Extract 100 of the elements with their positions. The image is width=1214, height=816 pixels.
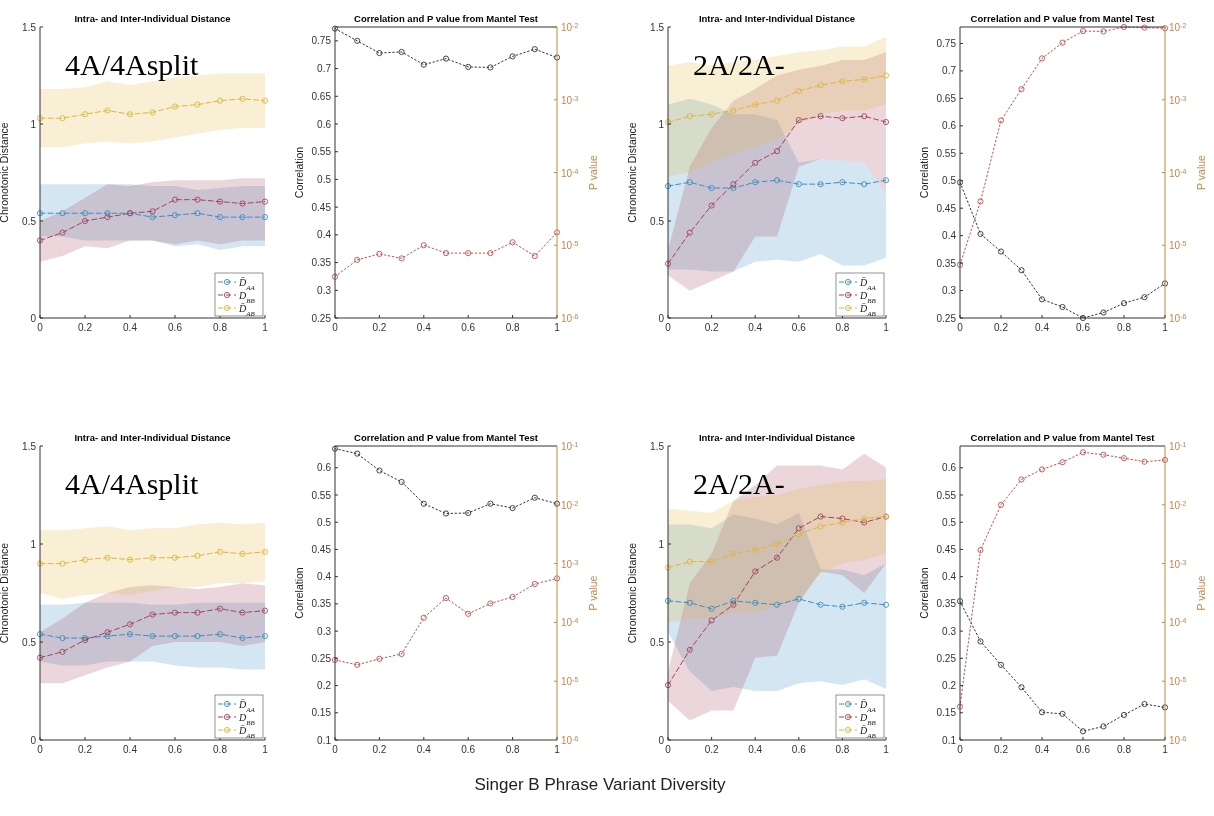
x-tick-label: 0.8 bbox=[1117, 744, 1132, 755]
y2-tick-label: 10$^{-3}$ bbox=[1169, 558, 1187, 570]
y2-tick-label: 10$^{-2}$ bbox=[1169, 21, 1187, 33]
y-tick-label: 0.3 bbox=[942, 285, 957, 297]
x-tick-label: 0.8 bbox=[835, 322, 850, 333]
x-tick-label: 0.8 bbox=[505, 744, 520, 755]
x-tick-label: 1 bbox=[262, 744, 269, 755]
x-tick-label: 0.4 bbox=[123, 744, 138, 755]
y-tick-label: 0.25 bbox=[311, 312, 332, 324]
x-tick-label: 0.2 bbox=[994, 744, 1009, 755]
y-tick-label: 0.15 bbox=[311, 707, 332, 719]
legend-label: D̄$_{AA}$ bbox=[238, 276, 256, 292]
y-tick-label: 0.5 bbox=[317, 516, 332, 528]
y-tick-label: 0.3 bbox=[317, 284, 332, 296]
y-tick-label: 0.7 bbox=[942, 65, 957, 77]
y-tick-label: 0.2 bbox=[942, 680, 957, 692]
y-tick-label: 0.25 bbox=[311, 652, 332, 664]
y-tick-label: 0.7 bbox=[317, 63, 332, 75]
y2-tick-label: 10$^{-6}$ bbox=[561, 734, 579, 746]
y-tick-label: 0.55 bbox=[311, 146, 332, 158]
x-tick-label: 0.2 bbox=[78, 322, 93, 333]
chart-title: Correlation and P value from Mantel Test bbox=[354, 432, 539, 443]
y2-tick-label: 10$^{-2}$ bbox=[1169, 499, 1187, 511]
x-tick-label: 0 bbox=[957, 322, 964, 333]
legend-label: D$_{BB}$ bbox=[238, 711, 256, 727]
y-tick-label: 0.45 bbox=[936, 543, 957, 555]
x-tick-label: 0.6 bbox=[168, 744, 183, 755]
y-tick-label: 0.25 bbox=[936, 652, 957, 664]
y-tick-label: 0.55 bbox=[936, 489, 957, 501]
y2-tick-label: 10$^{-5}$ bbox=[561, 675, 579, 688]
y-tick-label: 0.6 bbox=[942, 462, 957, 474]
chart-title: Intra- and Inter-Individual Distance bbox=[698, 432, 856, 443]
y-tick-label: 1 bbox=[658, 118, 665, 130]
y2-tick-label: 10$^{-2}$ bbox=[561, 499, 579, 511]
y-tick-label: 0.65 bbox=[936, 92, 957, 104]
x-tick-label: 0.6 bbox=[461, 322, 476, 333]
y-tick-label: 0.5 bbox=[942, 516, 957, 528]
y2-tick-label: 10$^{-6}$ bbox=[561, 312, 579, 324]
y-tick-label: 0.3 bbox=[317, 625, 332, 637]
y-axis-title: Chronotonic Distance bbox=[626, 122, 638, 223]
text: Singer B Phrase Variant Diversity bbox=[474, 775, 726, 794]
y2-tick-label: 10$^{-4}$ bbox=[561, 616, 579, 629]
x-tick-label: 0.2 bbox=[372, 744, 387, 755]
y-tick-label: 0.2 bbox=[317, 680, 332, 692]
y2-axis-title: P value bbox=[1195, 154, 1207, 190]
y2-tick-label: 10$^{-4}$ bbox=[561, 167, 579, 179]
y-tick-label: 0.3 bbox=[942, 625, 957, 637]
y2-tick-label: 10$^{-6}$ bbox=[1169, 734, 1187, 746]
y-tick-label: 0.75 bbox=[311, 35, 332, 47]
x-tick-label: 0 bbox=[332, 322, 339, 333]
y-tick-label: 1.5 bbox=[22, 440, 37, 452]
y-tick-label: 0.5 bbox=[22, 636, 37, 648]
y2-tick-label: 10$^{-1}$ bbox=[561, 440, 579, 452]
y-tick-label: 1 bbox=[30, 118, 37, 130]
y-tick-label: 0.55 bbox=[936, 147, 957, 159]
x-tick-label: 0 bbox=[37, 744, 44, 755]
y-tick-label: 0.6 bbox=[942, 120, 957, 132]
y2-tick-label: 10$^{-1}$ bbox=[1169, 440, 1187, 452]
x-tick-label: 0.2 bbox=[704, 744, 719, 755]
annotation: 2A/2A- bbox=[693, 48, 785, 81]
y2-tick-label: 10$^{-3}$ bbox=[1169, 94, 1187, 106]
x-tick-label: 0.6 bbox=[1076, 322, 1091, 333]
x-tick-label: 0.8 bbox=[213, 322, 228, 333]
x-tick-label: 0 bbox=[37, 322, 44, 333]
y-tick-label: 0.35 bbox=[936, 598, 957, 610]
chart-title: Intra- and Inter-Individual Distance bbox=[74, 432, 231, 443]
legend-label: D$_{BB}$ bbox=[859, 289, 877, 305]
y2-tick-label: 10$^{-5}$ bbox=[1169, 239, 1187, 252]
y-tick-label: 0.4 bbox=[317, 229, 332, 241]
legend-label: D$_{BB}$ bbox=[859, 711, 877, 727]
x-tick-label: 0.8 bbox=[1117, 322, 1132, 333]
y-tick-label: 0.6 bbox=[317, 118, 332, 130]
chart-title: Intra- and Inter-Individual Distance bbox=[698, 13, 856, 24]
y-tick-label: 0.4 bbox=[942, 571, 957, 583]
y-tick-label: 1 bbox=[30, 538, 37, 550]
x-tick-label: 0.2 bbox=[372, 322, 387, 333]
y-tick-label: 0.4 bbox=[942, 230, 957, 242]
y-tick-label: 0.5 bbox=[317, 173, 332, 185]
chart-title: Correlation and P value from Mantel Test bbox=[970, 13, 1156, 24]
y-axis-title: Correlation bbox=[293, 146, 305, 199]
x-tick-label: 0.6 bbox=[791, 322, 807, 333]
y-tick-label: 0.35 bbox=[311, 257, 332, 269]
y-tick-label: 0.1 bbox=[942, 734, 957, 746]
x-tick-label: 0.4 bbox=[416, 322, 432, 333]
y-tick-label: 0.45 bbox=[311, 201, 332, 213]
x-tick-label: 1 bbox=[554, 322, 561, 333]
y-tick-label: 0.5 bbox=[650, 636, 665, 648]
x-tick-label: 0.4 bbox=[1035, 322, 1050, 333]
y-tick-label: 0.4 bbox=[317, 571, 332, 583]
y-tick-label: 0 bbox=[658, 734, 665, 746]
y-axis-title: Chronotonic Distance bbox=[626, 542, 638, 644]
y-axis-title: Chronotonic Distance bbox=[0, 542, 10, 644]
y-tick-label: 0.5 bbox=[22, 215, 37, 227]
y-tick-label: 0.5 bbox=[650, 215, 665, 227]
y-tick-label: 0.45 bbox=[311, 543, 332, 555]
y-tick-label: 0.25 bbox=[936, 312, 957, 324]
y2-axis-title: P value bbox=[1195, 575, 1207, 611]
x-tick-label: 0.4 bbox=[416, 744, 432, 755]
y2-tick-label: 10$^{-4}$ bbox=[1169, 616, 1187, 629]
y2-tick-label: 10$^{-4}$ bbox=[1169, 167, 1187, 179]
